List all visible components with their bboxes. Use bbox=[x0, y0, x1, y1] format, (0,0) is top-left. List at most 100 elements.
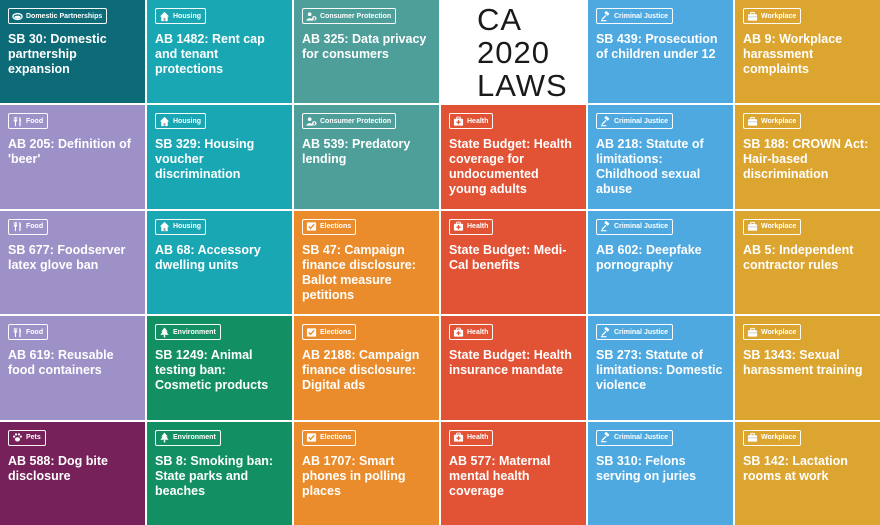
law-title: State Budget: Health coverage for undocu… bbox=[449, 137, 572, 197]
law-title: SB 677: Foodserver latex glove ban bbox=[8, 242, 126, 272]
category-label: Criminal Justice bbox=[614, 328, 669, 336]
law-tile-housing[interactable]: Housing SB 329: Housing voucher discrimin… bbox=[147, 105, 292, 209]
law-title: SB 188: CROWN Act: Hair-based discrimina… bbox=[743, 137, 869, 182]
law-tile-criminal-justice[interactable]: Criminal Justice AB 602: Deepfake pornogr… bbox=[588, 210, 733, 315]
law-tile-criminal-justice[interactable]: Criminal Justice AB 218: Statute of limit… bbox=[588, 105, 733, 209]
category-badge: Elections bbox=[302, 218, 357, 235]
law-tile-consumer-protection[interactable]: $ Consumer Protection AB 539: Predatory le… bbox=[294, 105, 439, 209]
person-dollar-icon: $ bbox=[306, 11, 317, 22]
law-tile-elections[interactable]: Elections SB 47: Campaign finance disclos… bbox=[294, 210, 439, 315]
law-title: AB 577: Maternal mental health coverage bbox=[449, 453, 551, 498]
law-tile-workplace[interactable]: Workplace SB 142: Lactation rooms at work bbox=[735, 421, 880, 525]
law-title: AB 2188: Campaign finance disclosure: Di… bbox=[302, 348, 420, 393]
category-label: Elections bbox=[320, 223, 352, 231]
law-tile-environment[interactable]: Environment SB 8: Smoking ban: State park… bbox=[147, 421, 292, 525]
law-title: SB 8: Smoking ban: State parks and beach… bbox=[155, 453, 274, 498]
category-label: Food bbox=[26, 223, 44, 231]
law-tile-workplace[interactable]: Workplace AB 9: Workplace harassment comp… bbox=[735, 0, 880, 104]
law-title: SB 273: Statute of limitations: Domestic… bbox=[596, 348, 723, 393]
medical-kit-icon bbox=[453, 221, 464, 232]
law-title: AB 602: Deepfake pornography bbox=[596, 242, 702, 272]
law-tile-workplace[interactable]: Workplace SB 1343: Sexual harassment trai… bbox=[735, 316, 880, 420]
svg-text:$: $ bbox=[313, 16, 316, 20]
title-line: 2020 bbox=[477, 35, 550, 71]
category-label: Workplace bbox=[761, 223, 797, 231]
person-dollar-icon: $ bbox=[306, 116, 317, 127]
house-icon bbox=[159, 116, 170, 127]
tree-icon bbox=[159, 327, 170, 338]
law-tile-health[interactable]: Health State Budget: Health coverage for … bbox=[441, 105, 586, 209]
law-tile-elections[interactable]: Elections AB 1707: Smart phones in pollin… bbox=[294, 421, 439, 525]
law-title: AB 325: Data privacy for consumers bbox=[302, 32, 427, 61]
category-badge: Workplace bbox=[743, 324, 802, 341]
category-label: Environment bbox=[173, 328, 216, 336]
law-tile-pets[interactable]: Pets AB 588: Dog bite disclosure bbox=[0, 421, 145, 525]
category-badge: Health bbox=[449, 324, 494, 341]
title-line: CA bbox=[477, 2, 523, 38]
ballot-check-icon bbox=[306, 327, 317, 338]
law-tile-criminal-justice[interactable]: Criminal Justice SB 310: Felons serving o… bbox=[588, 421, 733, 525]
category-badge: Elections bbox=[302, 324, 357, 341]
category-badge: Workplace bbox=[743, 218, 802, 235]
category-badge: Health bbox=[449, 113, 494, 130]
ballot-check-icon bbox=[306, 221, 317, 232]
law-tile-workplace[interactable]: Workplace AB 5: Independent contractor ru… bbox=[735, 210, 880, 315]
rings-icon bbox=[12, 11, 23, 22]
gavel-icon bbox=[600, 221, 611, 232]
law-tile-health[interactable]: Health AB 577: Maternal mental health cov… bbox=[441, 421, 586, 525]
law-tile-workplace[interactable]: Workplace SB 188: CROWN Act: Hair-based d… bbox=[735, 105, 880, 209]
law-tile-food[interactable]: Food AB 205: Definition of 'beer' bbox=[0, 105, 145, 209]
law-title: AB 205: Definition of 'beer' bbox=[8, 137, 131, 167]
category-label: Pets bbox=[26, 434, 41, 442]
law-tile-elections[interactable]: Elections AB 2188: Campaign finance discl… bbox=[294, 316, 439, 420]
category-label: Criminal Justice bbox=[614, 434, 669, 442]
law-title: AB 5: Independent contractor rules bbox=[743, 242, 854, 272]
category-badge: Housing bbox=[155, 113, 206, 130]
category-badge: Health bbox=[449, 218, 494, 235]
medical-kit-icon bbox=[453, 116, 464, 127]
category-label: Food bbox=[26, 117, 44, 125]
medical-kit-icon bbox=[453, 327, 464, 338]
law-tile-food[interactable]: Food AB 619: Reusable food containers bbox=[0, 316, 145, 420]
category-label: Criminal Justice bbox=[614, 117, 669, 125]
title-tile: CA 2020 LAWS bbox=[441, 0, 586, 104]
category-badge: Elections bbox=[302, 429, 357, 446]
law-tile-housing[interactable]: Housing AB 1482: Rent cap and tenant prot… bbox=[147, 0, 292, 104]
briefcase-icon bbox=[747, 327, 758, 338]
category-label: Elections bbox=[320, 434, 352, 442]
category-badge: Housing bbox=[155, 218, 206, 235]
category-badge: Domestic Partnerships bbox=[8, 8, 108, 24]
briefcase-icon bbox=[747, 221, 758, 232]
category-badge: Criminal Justice bbox=[596, 429, 674, 446]
law-title: AB 539: Predatory lending bbox=[302, 137, 411, 167]
category-label: Workplace bbox=[761, 328, 797, 336]
category-label: Health bbox=[467, 223, 489, 231]
briefcase-icon bbox=[747, 116, 758, 127]
category-badge: Criminal Justice bbox=[596, 324, 674, 341]
law-tile-health[interactable]: Health State Budget: Health insurance man… bbox=[441, 316, 586, 420]
category-label: Consumer Protection bbox=[320, 117, 392, 125]
law-tile-criminal-justice[interactable]: Criminal Justice SB 439: Prosecution of c… bbox=[588, 0, 733, 104]
law-title: AB 9: Workplace harassment complaints bbox=[743, 32, 843, 76]
law-tile-criminal-justice[interactable]: Criminal Justice SB 273: Statute of limit… bbox=[588, 316, 733, 420]
gavel-icon bbox=[600, 432, 611, 443]
category-label: Workplace bbox=[761, 117, 797, 125]
category-badge: Housing bbox=[155, 8, 206, 24]
law-tile-environment[interactable]: Environment SB 1249: Animal testing ban: … bbox=[147, 316, 292, 420]
law-title: SB 439: Prosecution of children under 12 bbox=[596, 32, 718, 61]
law-tile-food[interactable]: Food SB 677: Foodserver latex glove ban bbox=[0, 210, 145, 315]
category-label: Food bbox=[26, 328, 44, 336]
law-title: State Budget: Medi-Cal benefits bbox=[449, 242, 567, 272]
category-label: Criminal Justice bbox=[614, 12, 669, 20]
category-badge: $ Consumer Protection bbox=[302, 8, 397, 24]
law-tile-consumer-protection[interactable]: $ Consumer Protection AB 325: Data privacy… bbox=[294, 0, 439, 104]
law-tile-health[interactable]: Health State Budget: Medi-Cal benefits bbox=[441, 210, 586, 315]
category-badge: Health bbox=[449, 429, 494, 446]
fork-knife-icon bbox=[12, 116, 23, 127]
law-tile-housing[interactable]: Housing AB 68: Accessory dwelling units bbox=[147, 210, 292, 315]
category-label: Health bbox=[467, 117, 489, 125]
law-tile-domestic-partnerships[interactable]: Domestic Partnerships SB 30: Domestic par… bbox=[0, 0, 145, 104]
category-badge: Workplace bbox=[743, 113, 802, 130]
law-title: SB 310: Felons serving on juries bbox=[596, 453, 697, 483]
